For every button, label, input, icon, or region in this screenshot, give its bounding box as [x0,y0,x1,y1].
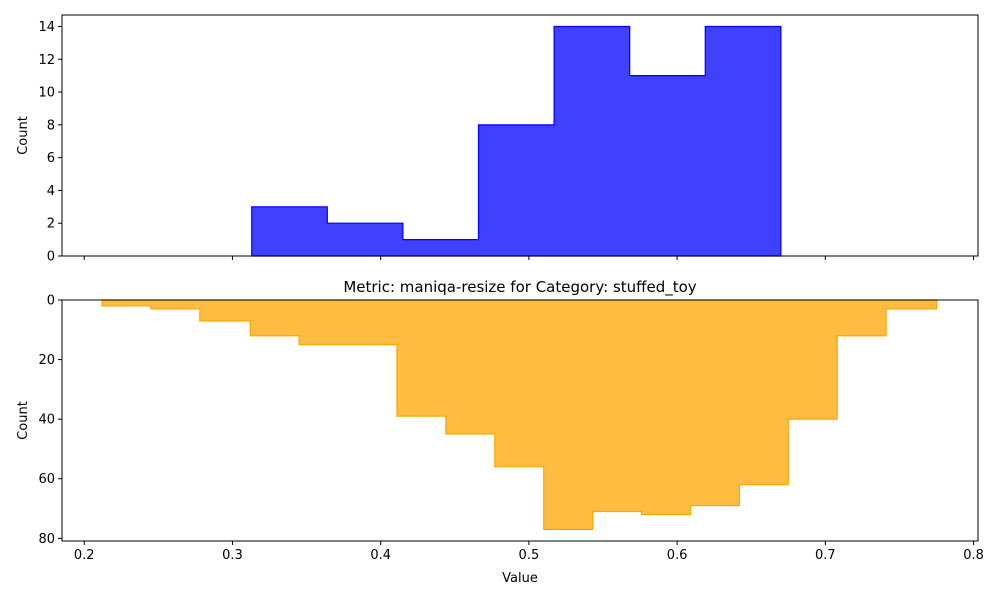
x-tick-label: 0.3 [222,548,243,563]
y-tick-label: 80 [38,532,55,547]
x-tick-label: 0.8 [963,548,984,563]
x-tick-label: 0.6 [667,548,688,563]
y-tick-label: 10 [38,86,55,101]
histogram-fill-bottom [101,299,938,530]
y-tick-label: 0 [47,250,55,265]
histogram-fill-top [251,25,782,257]
y-tick-label: 2 [47,217,55,232]
y-axis-label: Count [16,401,31,440]
bottom-histogram-panel: 0 20 40 60 80 0.2 0.3 0.4 0.5 0.6 0.7 0.8 Count Value… [16,278,984,586]
y-tick-label: 0 [47,294,55,309]
y-tick-label: 4 [47,184,55,199]
y-tick-label: 8 [47,118,55,133]
x-tick-label: 0.5 [519,548,540,563]
y-tick-label: 20 [38,353,55,368]
y-tick-label: 14 [38,20,55,35]
top-histogram-panel: 0 2 4 6 8 10 12 14 Count [16,14,979,265]
y-axis-label: Count [16,116,31,155]
axes-frame-top [61,14,979,257]
chart-title: Metric: maniqa-resize for Category: stuf… [343,278,696,297]
y-tick-label: 40 [38,413,55,428]
y-tick-label: 60 [38,472,55,487]
x-tick-label: 0.2 [74,548,95,563]
x-axis-label: Value [502,571,538,586]
x-tick-label: 0.4 [370,548,391,563]
axes-frame-bottom [61,299,979,542]
x-tick-label: 0.7 [815,548,836,563]
y-tick-label: 12 [38,53,55,68]
y-tick-label: 6 [47,151,55,166]
